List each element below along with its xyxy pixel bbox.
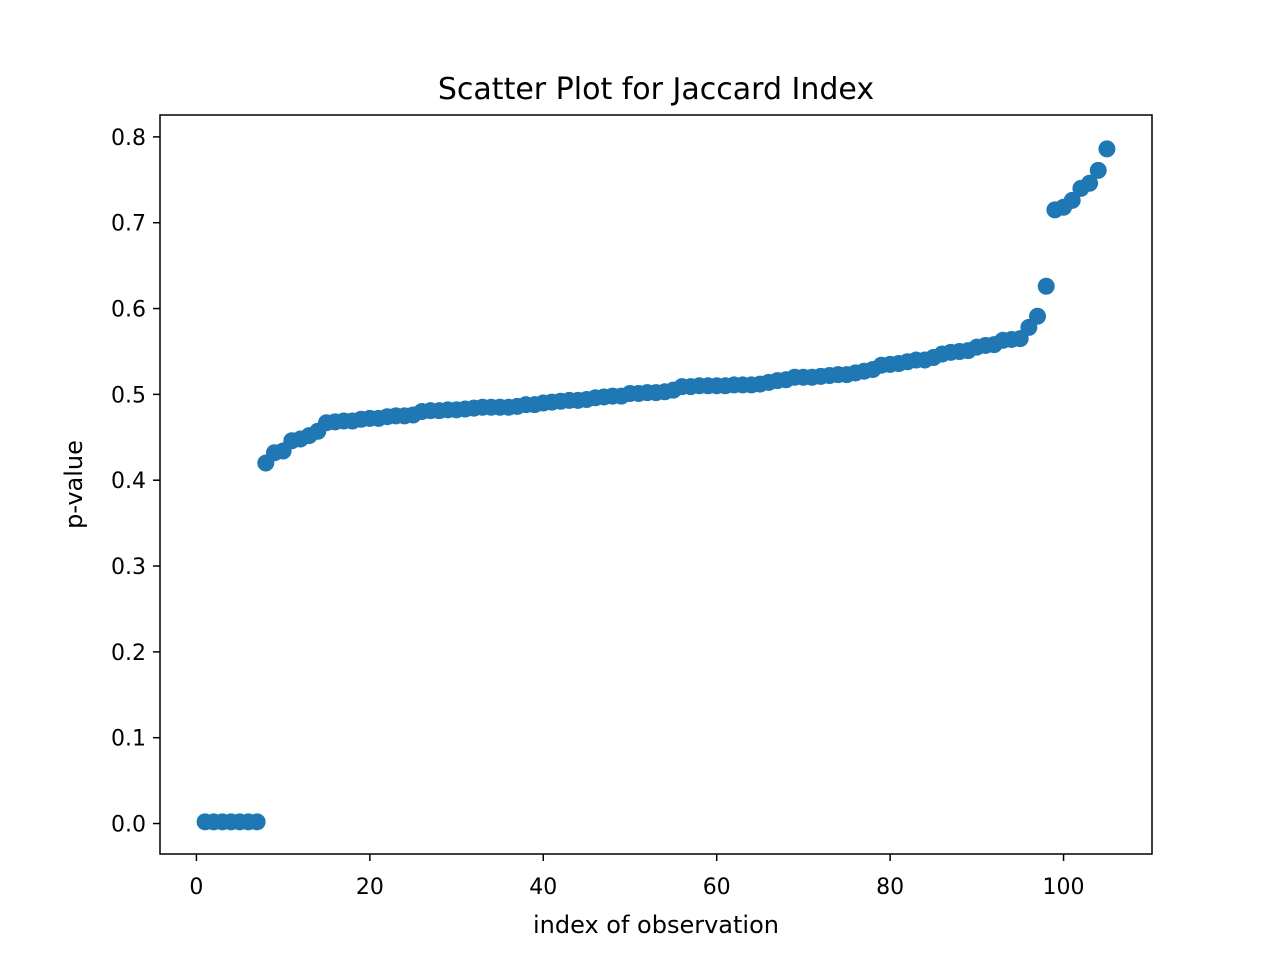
data-point [248,813,266,831]
data-point [1081,174,1099,192]
x-axis-label: index of observation [533,911,779,939]
data-point [1029,307,1047,325]
y-tick-label: 0.5 [111,383,146,408]
points-layer [196,140,1116,831]
x-tick-label: 60 [703,875,731,900]
data-point [1037,277,1055,295]
x-tick-label: 0 [189,875,203,900]
plot-frame [159,114,1153,855]
y-tick-label: 0.2 [111,641,146,666]
data-point [1063,191,1081,209]
y-tick-label: 0.0 [111,813,146,838]
data-point [1098,140,1116,158]
x-tick-label: 40 [529,875,557,900]
x-tick-label: 80 [876,875,904,900]
y-tick-label: 0.3 [111,555,146,580]
y-tick-label: 0.6 [111,298,146,323]
y-tick-label: 0.4 [111,469,146,494]
data-point [1089,161,1107,179]
y-tick-label: 0.7 [111,212,146,237]
y-axis-label: p-value [60,440,88,529]
y-tick-label: 0.8 [111,126,146,151]
ticks-layer: 0 20 40 60 80 100 0.0 0.1 0.2 0.3 0.4 0.5 0.6 0.7 0.8 [111,126,1085,900]
chart-title: Scatter Plot for Jaccard Index [438,72,874,107]
x-tick-label: 20 [356,875,384,900]
y-tick-label: 0.1 [111,727,146,752]
x-tick-label: 100 [1043,875,1085,900]
